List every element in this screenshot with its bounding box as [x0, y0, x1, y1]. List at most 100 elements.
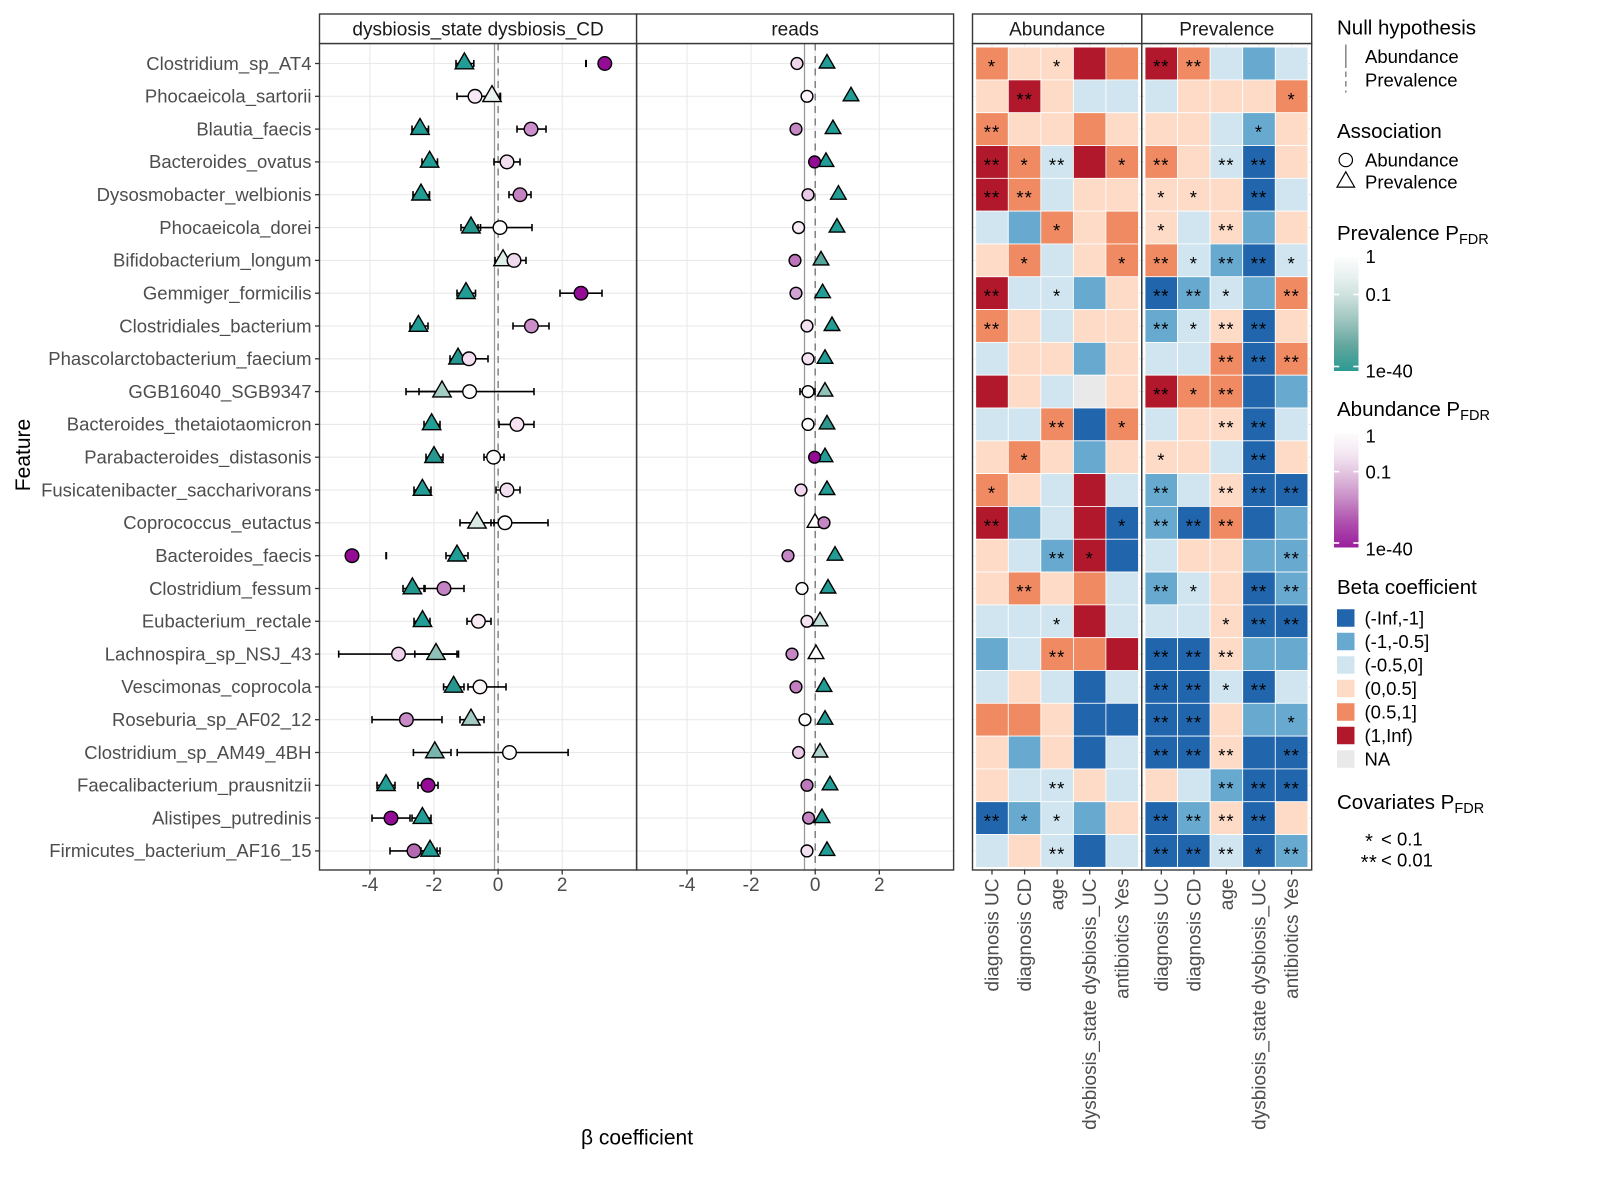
svg-text:**: **	[1283, 843, 1299, 864]
svg-text:Faecalibacterium_prausnitzii: Faecalibacterium_prausnitzii	[77, 775, 311, 797]
svg-text:*: *	[1020, 154, 1028, 175]
svg-text:**: **	[1218, 417, 1234, 438]
svg-text:1e-40: 1e-40	[1366, 539, 1413, 560]
svg-text:Blautia_faecis: Blautia_faecis	[196, 118, 311, 140]
svg-text:*: *	[1053, 220, 1061, 241]
svg-text:(0.5,1]: (0.5,1]	[1365, 702, 1417, 723]
svg-text:*: *	[1053, 286, 1061, 307]
svg-text:Phocaeicola_dorei: Phocaeicola_dorei	[159, 217, 311, 239]
svg-text:**: **	[1218, 351, 1234, 372]
svg-text:-4: -4	[679, 875, 696, 896]
svg-text:**: **	[1218, 745, 1234, 766]
svg-text:**: **	[1251, 450, 1267, 471]
svg-text:**: **	[1153, 647, 1169, 668]
svg-text:(-1,-0.5]: (-1,-0.5]	[1365, 631, 1430, 652]
svg-text:NA: NA	[1365, 749, 1391, 770]
svg-text:**: **	[1186, 745, 1202, 766]
svg-text:**: **	[1218, 483, 1234, 504]
svg-text:**: **	[1283, 286, 1299, 307]
svg-text:reads: reads	[771, 20, 819, 41]
svg-text:**: **	[1186, 679, 1202, 700]
svg-text:**: **	[1218, 384, 1234, 405]
svg-text:dysbiosis_state dysbiosis_UC: dysbiosis_state dysbiosis_UC	[1080, 879, 1101, 1130]
svg-text:*: *	[988, 483, 996, 504]
svg-text:diagnosis UC: diagnosis UC	[983, 879, 1004, 992]
svg-text:*: *	[1157, 450, 1165, 471]
svg-text:**: **	[1283, 483, 1299, 504]
svg-text:*: *	[1157, 220, 1165, 241]
svg-text:**: **	[1283, 745, 1299, 766]
svg-text:dysbiosis_state dysbiosis_CD: dysbiosis_state dysbiosis_CD	[352, 20, 603, 41]
svg-text:Feature: Feature	[12, 419, 35, 491]
svg-text:diagnosis UC: diagnosis UC	[1152, 879, 1173, 992]
svg-text:*: *	[1053, 614, 1061, 635]
svg-text:β coefficient: β coefficient	[581, 1127, 693, 1150]
svg-text:**: **	[1251, 417, 1267, 438]
svg-text:**: **	[1251, 187, 1267, 208]
svg-text:1e-40: 1e-40	[1366, 361, 1413, 382]
svg-text:Firmicutes_bacterium_AF16_15: Firmicutes_bacterium_AF16_15	[49, 840, 311, 862]
svg-text:**: **	[1049, 548, 1065, 569]
svg-text:**: **	[1251, 351, 1267, 372]
svg-text:*: *	[1365, 831, 1373, 853]
svg-text:*: *	[1190, 253, 1198, 274]
svg-text:**: **	[1049, 154, 1065, 175]
svg-text:Roseburia_sp_AF02_12: Roseburia_sp_AF02_12	[112, 709, 312, 731]
svg-text:**: **	[1218, 154, 1234, 175]
svg-text:*: *	[1222, 679, 1230, 700]
svg-text:**: **	[1153, 483, 1169, 504]
svg-text:age: age	[1217, 879, 1238, 911]
svg-text:**: **	[1251, 581, 1267, 602]
svg-text:**: **	[1251, 319, 1267, 340]
svg-text:**: **	[1153, 679, 1169, 700]
svg-text:**: **	[984, 811, 1000, 832]
svg-text:Vescimonas_coprocola: Vescimonas_coprocola	[121, 676, 312, 698]
svg-text:< 0.01: < 0.01	[1381, 850, 1433, 871]
svg-text:2: 2	[557, 875, 568, 896]
svg-text:< 0.1: < 0.1	[1381, 829, 1423, 850]
svg-text:*: *	[1086, 548, 1094, 569]
svg-text:Alistipes_putredinis: Alistipes_putredinis	[152, 807, 311, 829]
svg-text:Parabacteroides_distasonis: Parabacteroides_distasonis	[84, 447, 311, 469]
svg-text:**: **	[1049, 843, 1065, 864]
svg-text:**: **	[984, 319, 1000, 340]
svg-text:*: *	[1020, 450, 1028, 471]
svg-text:Association: Association	[1337, 120, 1442, 143]
svg-text:diagnosis CD: diagnosis CD	[1184, 879, 1205, 992]
svg-text:*: *	[1190, 384, 1198, 405]
svg-text:*: *	[1222, 286, 1230, 307]
svg-text:*: *	[1190, 319, 1198, 340]
svg-text:Gemmiger_formicilis: Gemmiger_formicilis	[143, 283, 312, 305]
svg-text:-4: -4	[361, 875, 378, 896]
svg-text:*: *	[1157, 187, 1165, 208]
svg-text:*: *	[1287, 253, 1295, 274]
svg-text:Prevalence: Prevalence	[1365, 70, 1458, 91]
svg-text:*: *	[1053, 811, 1061, 832]
svg-text:**: **	[984, 515, 1000, 536]
svg-text:*: *	[988, 56, 996, 77]
svg-text:*: *	[1287, 89, 1295, 110]
svg-text:**: **	[1218, 515, 1234, 536]
svg-text:*: *	[1255, 122, 1263, 143]
svg-text:**: **	[1361, 852, 1378, 874]
svg-text:**: **	[1049, 647, 1065, 668]
svg-text:*: *	[1118, 154, 1126, 175]
svg-text:**: **	[1251, 811, 1267, 832]
svg-text:(-Inf,-1]: (-Inf,-1]	[1365, 608, 1425, 629]
svg-text:Abundance: Abundance	[1009, 20, 1105, 41]
svg-text:antibiotics Yes: antibiotics Yes	[1282, 879, 1303, 999]
svg-text:*: *	[1118, 515, 1126, 536]
svg-text:Phocaeicola_sartorii: Phocaeicola_sartorii	[145, 86, 312, 108]
svg-text:*: *	[1020, 253, 1028, 274]
svg-text:**: **	[984, 122, 1000, 143]
svg-text:**: **	[1186, 56, 1202, 77]
svg-text:antibiotics Yes: antibiotics Yes	[1113, 879, 1134, 999]
svg-text:**: **	[1283, 614, 1299, 635]
svg-text:**: **	[1218, 811, 1234, 832]
svg-text:1: 1	[1366, 246, 1376, 267]
svg-text:**: **	[1218, 778, 1234, 799]
svg-text:**: **	[1186, 712, 1202, 733]
svg-text:0.1: 0.1	[1366, 461, 1392, 482]
svg-text:*: *	[1222, 614, 1230, 635]
svg-text:Abundance: Abundance	[1365, 46, 1459, 67]
